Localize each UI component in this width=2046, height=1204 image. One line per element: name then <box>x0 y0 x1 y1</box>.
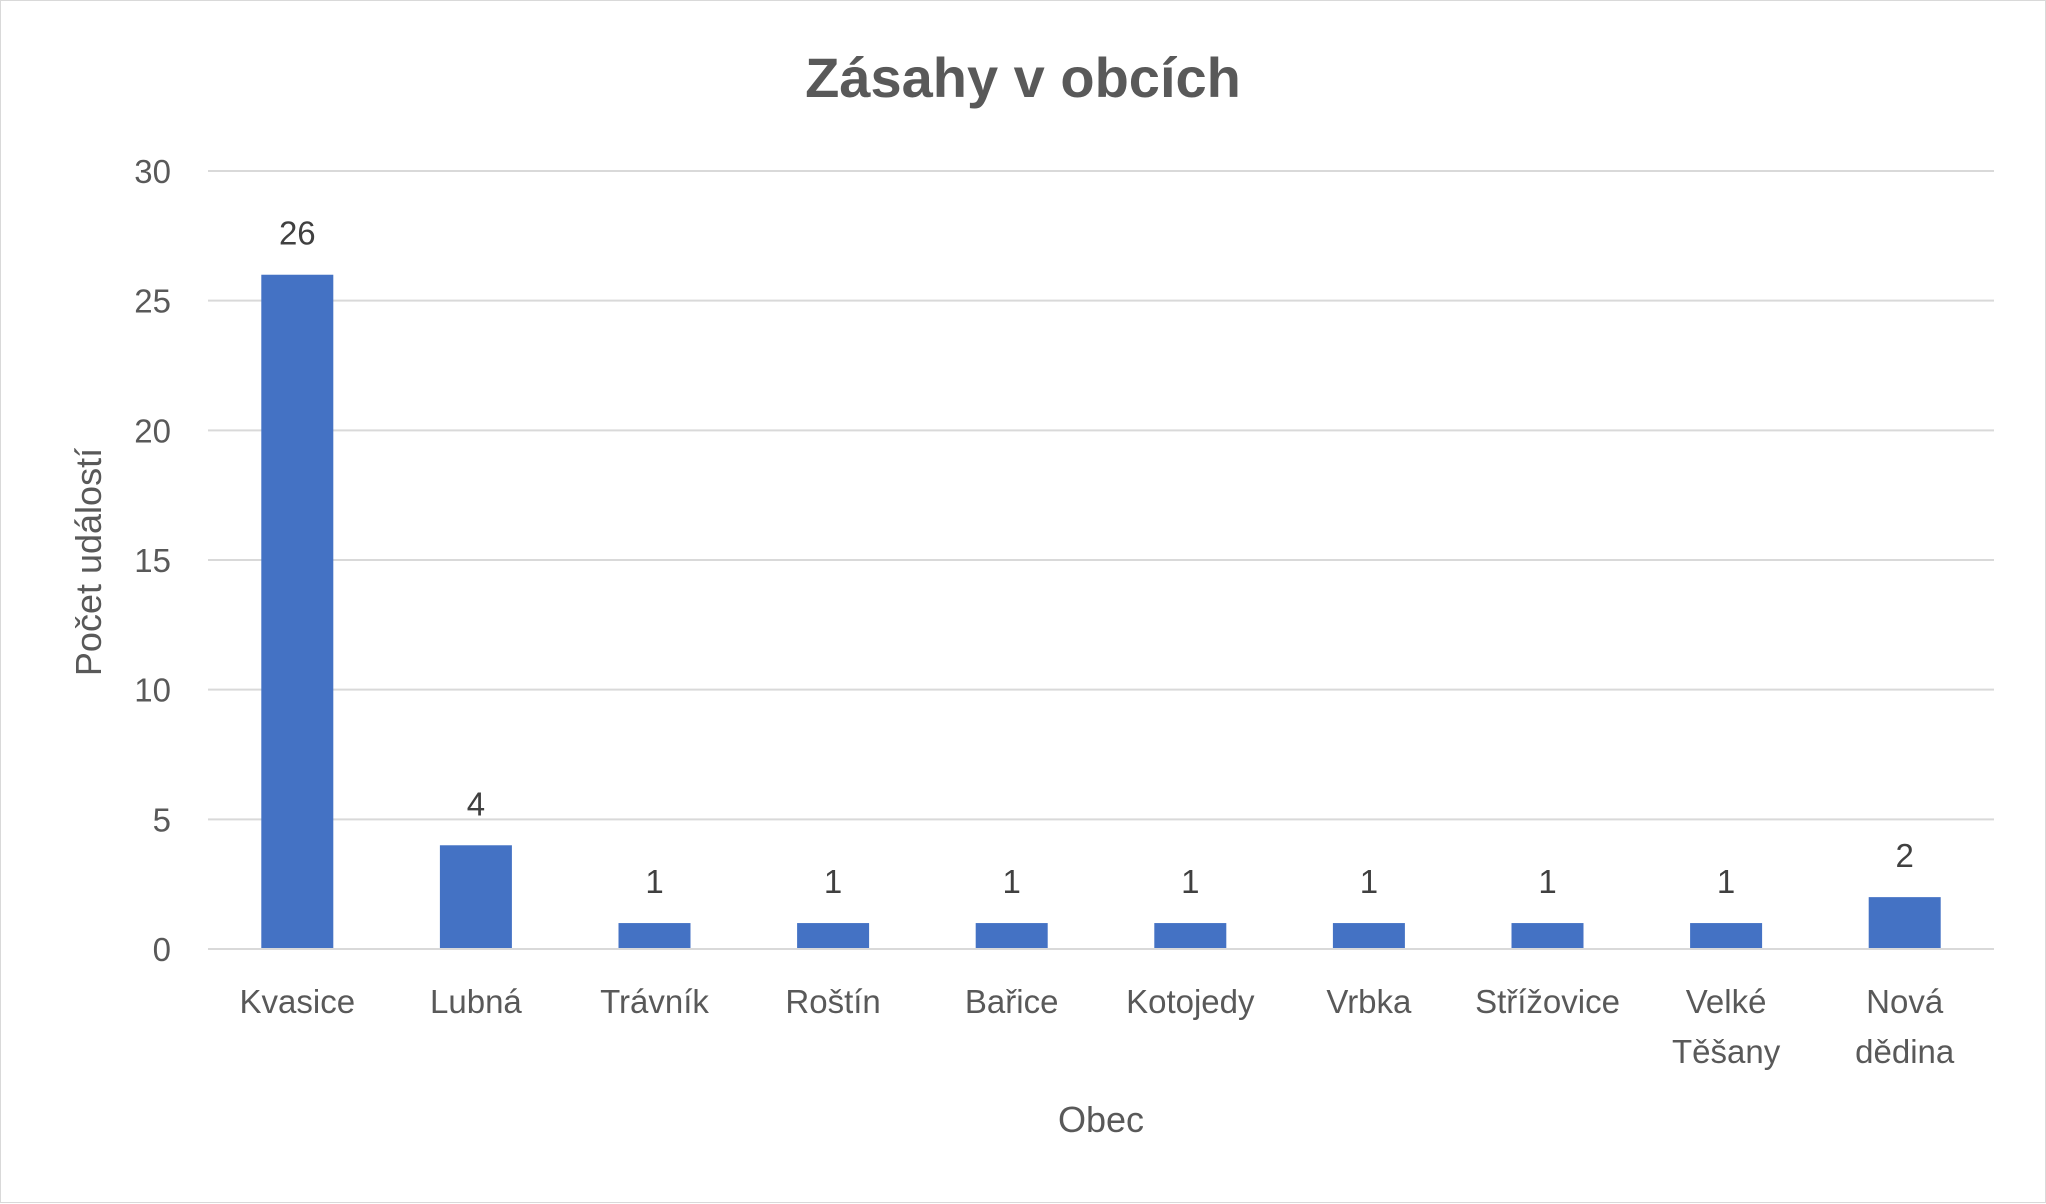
y-tick-label: 30 <box>134 153 171 190</box>
bar <box>1332 923 1405 949</box>
y-tick-label: 25 <box>134 283 171 320</box>
data-label: 1 <box>1360 863 1378 900</box>
x-axis-label: Obec <box>1058 1099 1144 1140</box>
x-tick-label: Kotojedy <box>1126 983 1255 1020</box>
y-tick-label: 10 <box>134 672 171 709</box>
x-tick-label: Bařice <box>965 983 1059 1020</box>
data-label: 4 <box>467 785 485 822</box>
data-label: 1 <box>1717 863 1735 900</box>
x-tick-label: Roštín <box>785 983 880 1020</box>
x-tick-label: Střížovice <box>1475 983 1620 1020</box>
data-label: 1 <box>1181 863 1199 900</box>
x-tick-label: Lubná <box>430 983 522 1020</box>
x-tick-label: Vrbka <box>1326 983 1412 1020</box>
gridlines <box>208 170 1994 821</box>
bar <box>618 923 691 949</box>
bars <box>261 274 1941 949</box>
data-label: 2 <box>1896 837 1914 874</box>
data-label: 1 <box>824 863 842 900</box>
y-tick-label: 20 <box>134 412 171 449</box>
x-tick-label: Nová dědina <box>1855 983 1955 1070</box>
chart-title: Zásahy v obcích <box>805 46 1241 109</box>
data-label: 1 <box>1003 863 1021 900</box>
x-axis-ticks: Kvasice Lubná Trávník Roštín Bařice Kotojedy V… <box>240 983 1955 1070</box>
bar <box>1511 923 1584 949</box>
y-tick-label: 5 <box>153 801 171 838</box>
x-tick-label: Kvasice <box>240 983 356 1020</box>
y-tick-label: 15 <box>134 542 171 579</box>
bar <box>1690 923 1763 949</box>
bar <box>439 845 512 949</box>
data-label: 1 <box>1538 863 1556 900</box>
data-label: 1 <box>645 863 663 900</box>
bar <box>261 274 334 949</box>
x-tick-label: Velké Těšany <box>1672 983 1781 1070</box>
data-labels: 26 4 1 1 1 1 1 1 1 2 <box>279 215 1914 900</box>
bar <box>797 923 870 949</box>
y-axis-label: Počet událostí <box>68 448 109 676</box>
bar <box>1868 897 1941 949</box>
bar <box>975 923 1048 949</box>
data-label: 26 <box>279 215 316 252</box>
x-tick-label: Trávník <box>600 983 709 1020</box>
bar <box>1154 923 1227 949</box>
y-axis-ticks: 0 5 10 15 20 25 30 <box>134 153 171 968</box>
y-tick-label: 0 <box>153 931 171 968</box>
